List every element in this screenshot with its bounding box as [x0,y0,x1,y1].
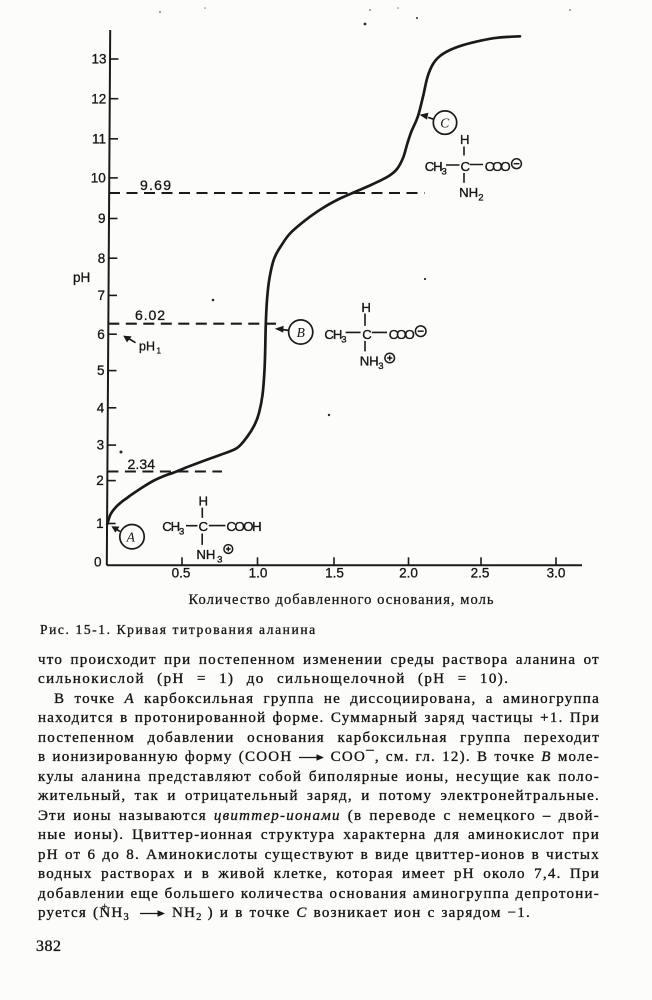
svg-text:6.02: 6.02 [135,307,165,323]
svg-text:2.0: 2.0 [399,566,418,581]
svg-text:H: H [361,300,371,315]
svg-text:pH: pH [73,270,90,285]
svg-text:COOH: COOH [226,519,261,534]
svg-text:C: C [440,115,450,130]
svg-text:NH: NH [360,354,379,369]
svg-text:1.5: 1.5 [325,566,344,581]
svg-text:3: 3 [97,438,105,453]
svg-text:2.5: 2.5 [471,566,490,581]
svg-text:13: 13 [91,52,106,67]
svg-text:3: 3 [442,167,447,178]
svg-text:COO: COO [485,159,511,174]
svg-text:NH: NH [459,185,478,200]
svg-text:8: 8 [98,251,106,266]
svg-text:9: 9 [98,211,106,226]
svg-text:2.34: 2.34 [128,456,156,472]
svg-text:7: 7 [97,288,105,303]
svg-text:1.0: 1.0 [249,566,268,581]
svg-text:10: 10 [91,171,106,186]
svg-text:1: 1 [96,516,104,531]
svg-text:3.0: 3.0 [547,566,566,581]
svg-text:NH: NH [196,547,215,562]
svg-text:COO: COO [389,327,415,342]
svg-text:Количество добавленного основа: Количество добавленного основания, моль [189,592,494,608]
svg-text:5: 5 [97,363,105,378]
svg-text:CH: CH [324,327,342,342]
svg-text:6: 6 [97,327,105,342]
svg-text:C: C [362,327,372,342]
svg-text:3: 3 [217,555,222,566]
svg-text:H: H [199,494,209,509]
svg-text:0: 0 [94,555,102,570]
svg-text:2: 2 [96,473,104,488]
svg-text:11: 11 [92,131,106,146]
svg-text:9.69: 9.69 [140,177,171,193]
svg-text:pH: pH [139,340,155,354]
svg-text:0.5: 0.5 [172,566,191,581]
svg-text:1: 1 [157,347,162,356]
svg-text:A: A [126,529,136,544]
svg-text:CH: CH [162,519,180,534]
svg-text:12: 12 [91,91,106,106]
svg-text:C: C [199,519,209,534]
svg-text:CH: CH [425,159,443,174]
svg-text:2: 2 [478,192,483,203]
svg-text:C: C [461,159,471,174]
svg-text:3: 3 [341,335,346,346]
svg-text:3: 3 [378,361,383,372]
svg-text:4: 4 [97,400,105,415]
svg-text:H: H [460,132,470,147]
svg-text:3: 3 [179,527,184,538]
svg-text:B: B [297,325,305,340]
